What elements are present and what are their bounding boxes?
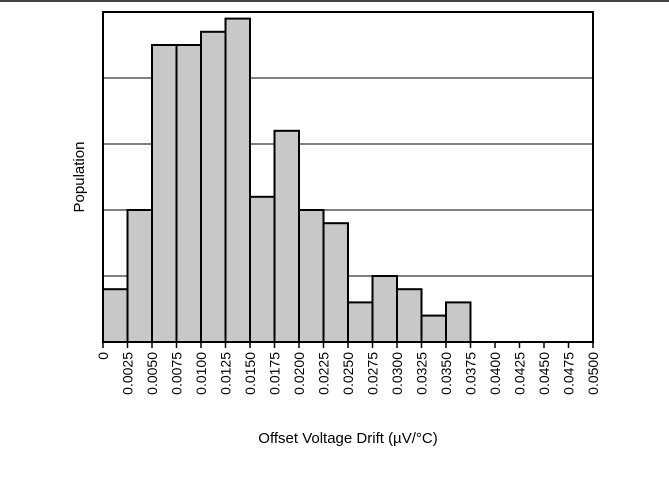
x-tick-label: 0.0125 — [218, 352, 234, 395]
x-tick-label: 0.0025 — [120, 352, 136, 395]
histogram-bar — [249, 195, 276, 343]
histogram-bar — [151, 44, 178, 343]
histogram-bar — [322, 222, 349, 343]
histogram-bar — [126, 209, 153, 343]
x-tick-label: 0.0450 — [536, 352, 552, 395]
histogram-bar — [371, 275, 398, 343]
histogram-bar — [445, 301, 472, 343]
x-tick-label: 0.0500 — [585, 352, 601, 395]
x-tick-label: 0.0150 — [242, 352, 258, 395]
x-tick-label: 0.0050 — [144, 352, 160, 395]
x-tick-label: 0.0400 — [487, 352, 503, 395]
x-axis-label: Offset Voltage Drift (µV/°C) — [258, 430, 437, 447]
x-tick-label: 0.0200 — [291, 352, 307, 395]
bars — [102, 17, 472, 344]
x-tick-label: 0.0475 — [561, 352, 577, 395]
histogram-bar — [102, 288, 129, 344]
x-tick-label: 0.0175 — [267, 352, 283, 395]
histogram-bar — [396, 288, 423, 344]
x-tick-label: 0.0075 — [169, 352, 185, 395]
histogram-bar — [175, 44, 202, 343]
x-tick-label: 0.0275 — [365, 352, 381, 395]
x-tick-label: 0 — [95, 352, 111, 360]
x-tick-label: 0.0350 — [438, 352, 454, 395]
histogram-bar — [273, 129, 300, 343]
x-tick-label: 0.0225 — [316, 352, 332, 395]
histogram-bar — [420, 314, 447, 344]
x-tick-label: 0.0300 — [389, 352, 405, 395]
histogram-bar — [298, 209, 325, 343]
histogram-bar — [224, 17, 251, 343]
x-tick-label: 0.0325 — [414, 352, 430, 395]
histogram-bar — [200, 30, 227, 344]
x-tick-label: 0.0375 — [463, 352, 479, 395]
x-tick-label: 0.0425 — [512, 352, 528, 395]
y-axis-label: Population — [71, 142, 88, 213]
x-tick-labels: 0 0.0025 0.0050 0.0075 0.0100 0.0125 0.0150 0.0… — [95, 352, 601, 395]
x-ticks — [102, 342, 594, 348]
histogram-bar — [347, 301, 374, 343]
x-tick-label: 0.0250 — [340, 352, 356, 395]
x-tick-label: 0.0100 — [193, 352, 209, 395]
